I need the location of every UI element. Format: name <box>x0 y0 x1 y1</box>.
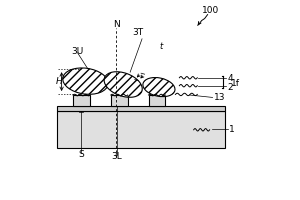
Text: 3T: 3T <box>133 28 144 37</box>
Text: S: S <box>79 150 84 159</box>
Bar <box>148 95 165 106</box>
Bar <box>57 106 226 111</box>
Ellipse shape <box>104 72 142 97</box>
Text: 4: 4 <box>227 74 233 83</box>
Text: t: t <box>160 42 163 51</box>
Text: H: H <box>56 77 62 86</box>
Bar <box>111 95 128 106</box>
Text: N: N <box>113 20 120 29</box>
Text: 1: 1 <box>230 125 235 134</box>
Text: 3U: 3U <box>71 47 84 56</box>
Text: 2: 2 <box>227 83 233 92</box>
Text: 1f: 1f <box>231 79 240 88</box>
Bar <box>57 111 226 148</box>
Ellipse shape <box>143 78 175 97</box>
Ellipse shape <box>63 68 108 94</box>
Text: 100: 100 <box>202 6 219 15</box>
Bar <box>73 95 90 106</box>
Text: 13: 13 <box>214 93 225 102</box>
Text: 3L: 3L <box>111 152 122 161</box>
